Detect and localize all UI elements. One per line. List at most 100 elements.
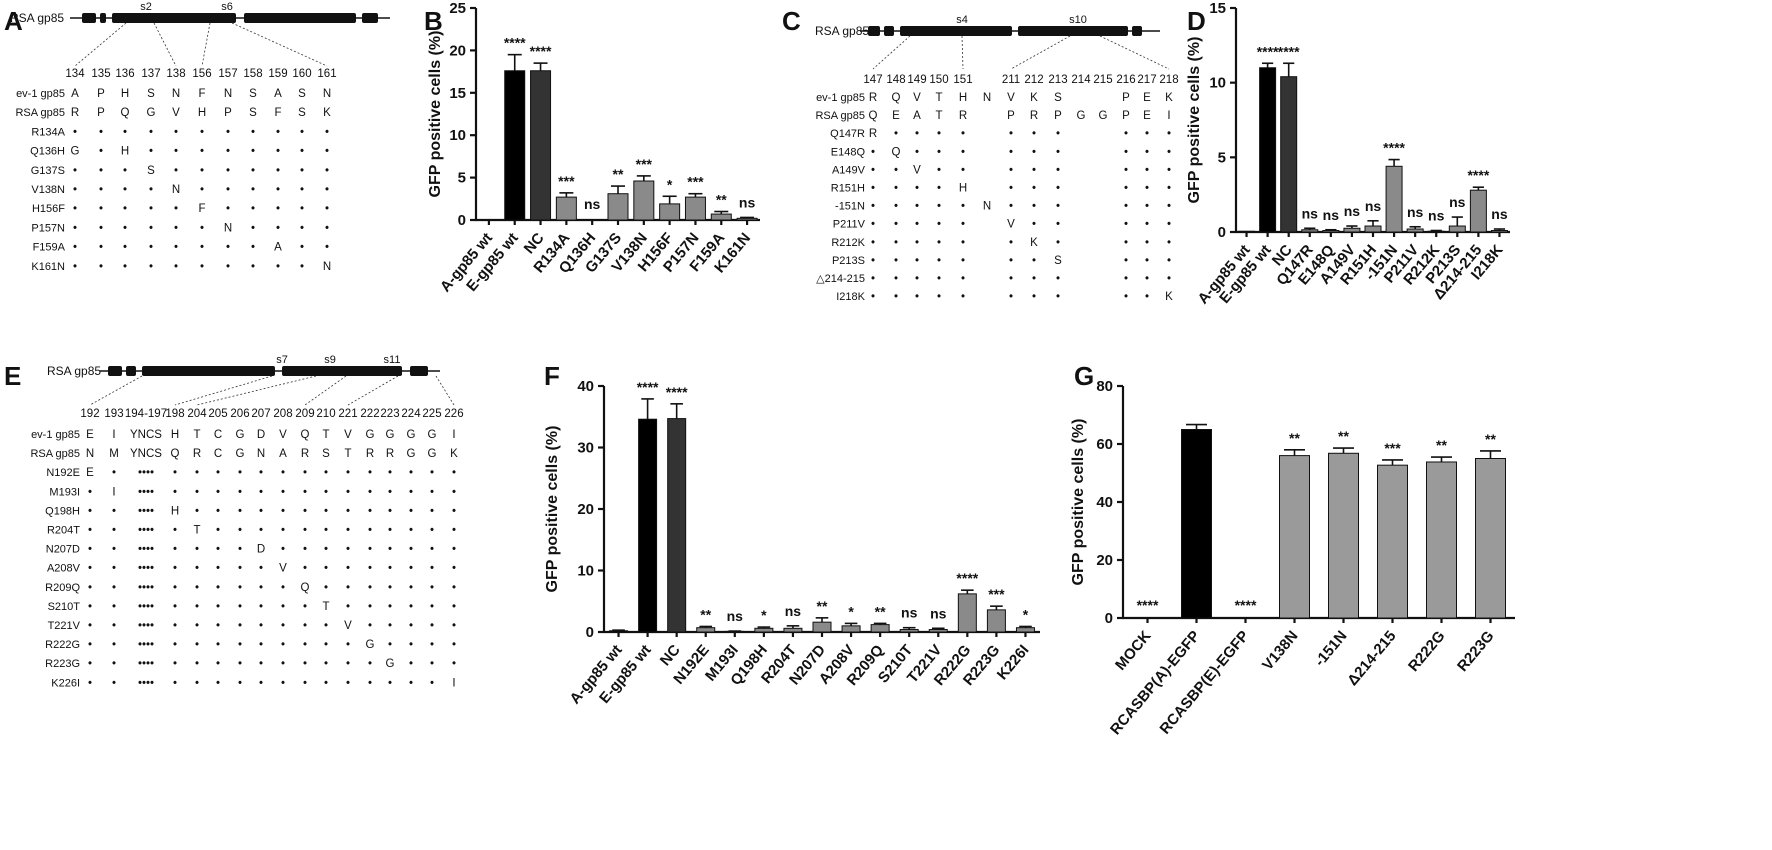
sequence-cell: ••••	[138, 601, 154, 613]
bar	[1448, 225, 1466, 233]
gene-exon-box	[244, 13, 356, 23]
sequence-cell: •	[1145, 237, 1149, 249]
sequence-cell: •	[1056, 273, 1060, 285]
bar	[736, 217, 758, 221]
sequence-cell: •	[238, 467, 242, 479]
sequence-row-label: Q147R	[830, 128, 865, 140]
sequence-cell: Q	[869, 110, 878, 122]
sequence-cell: N	[224, 88, 232, 100]
sequence-cell: N	[224, 222, 232, 234]
sequence-cell: •	[174, 165, 178, 177]
bar	[530, 70, 552, 221]
bar	[1377, 464, 1408, 619]
y-axis-title: GFP positive cells (%)	[544, 426, 561, 593]
sequence-cell: •	[388, 639, 392, 651]
sequence-cell: •	[452, 505, 456, 517]
sequence-cell: •	[259, 563, 263, 575]
sequence-cell: •	[276, 203, 280, 215]
sequence-row-label: Q198H	[45, 505, 80, 517]
zoom-guide-line	[89, 375, 143, 406]
gene-exon-box	[362, 13, 378, 23]
sequence-cell: H	[121, 146, 129, 158]
sequence-cell: •	[937, 128, 941, 140]
sequence-cell: •	[1124, 273, 1128, 285]
sequence-cell: •	[88, 658, 92, 670]
sequence-cell: •	[871, 219, 875, 231]
y-tick-label: 10	[1209, 75, 1226, 92]
significance-label: **	[1436, 437, 1447, 453]
sequence-cell: •	[937, 219, 941, 231]
sequence-cell: T	[935, 92, 942, 104]
sequence-cell: •	[281, 467, 285, 479]
sequence-cell: •	[409, 467, 413, 479]
sequence-cell: •	[961, 237, 965, 249]
residue-position: 218	[1159, 74, 1178, 86]
bar	[696, 627, 716, 633]
sequence-cell: •	[1009, 201, 1013, 213]
bar	[1301, 229, 1319, 233]
sequence-cell: •	[99, 203, 103, 215]
sequence-cell: •	[1009, 183, 1013, 195]
significance-label: ***	[988, 586, 1005, 602]
residue-position: 157	[218, 68, 237, 80]
y-tick-label: 0	[1105, 610, 1113, 627]
residue-position: 138	[166, 68, 185, 80]
residue-position: 214	[1071, 74, 1091, 86]
sequence-cell: •	[281, 505, 285, 517]
sequence-cell: •	[1167, 164, 1171, 176]
sequence-cell: G	[428, 448, 437, 460]
sequence-cell: •	[123, 222, 127, 234]
sequence-row-label: E148Q	[831, 146, 866, 158]
sequence-row-label: A208V	[47, 563, 81, 575]
gene-exon-box	[410, 366, 428, 376]
sequence-cell: E	[1143, 92, 1151, 104]
sequence-cell: •	[325, 184, 329, 196]
sequence-cell: •	[276, 184, 280, 196]
sequence-cell: YNCS	[130, 429, 162, 441]
sequence-cell: •	[276, 165, 280, 177]
sequence-cell: •	[1056, 291, 1060, 303]
sequence-cell: V	[913, 164, 921, 176]
bar	[1322, 230, 1340, 233]
sequence-cell: •	[251, 165, 255, 177]
sequence-cell: •	[149, 261, 153, 273]
sequence-cell: •	[1032, 219, 1036, 231]
sequence-cell: •	[195, 467, 199, 479]
sequence-cell: •	[226, 165, 230, 177]
residue-position: 225	[422, 408, 441, 420]
sequence-cell: •	[1009, 237, 1013, 249]
sequence-cell: •	[1124, 291, 1128, 303]
sequence-cell: I	[452, 429, 455, 441]
panel-letter-b: B	[424, 6, 443, 36]
sequence-cell: •	[1032, 201, 1036, 213]
y-axis-title: GFP positive cells (%)	[1070, 419, 1087, 586]
sequence-cell: •	[303, 620, 307, 632]
bar	[1259, 67, 1277, 233]
sequence-cell: •	[368, 544, 372, 556]
residue-position: 215	[1093, 74, 1112, 86]
sequence-cell: •	[195, 639, 199, 651]
zoom-guide-line	[201, 22, 211, 67]
bar	[899, 629, 919, 633]
sequence-cell: G	[1099, 110, 1108, 122]
residue-position: 221	[338, 408, 357, 420]
sequence-cell: •	[1167, 128, 1171, 140]
panel-letter-g: G	[1074, 361, 1094, 391]
sequence-cell: •	[1009, 128, 1013, 140]
gene-name-label: RSA gp85	[47, 364, 101, 378]
significance-label: ns	[930, 605, 947, 621]
sequence-cell: •	[324, 525, 328, 537]
sequence-cell: •	[300, 165, 304, 177]
sequence-cell: S	[249, 107, 257, 119]
bar	[1490, 230, 1508, 233]
residue-position: 159	[268, 68, 287, 80]
sequence-cell: •	[915, 201, 919, 213]
sequence-row-label: △214-215	[816, 273, 865, 285]
sequence-row-label: H156F	[32, 203, 65, 215]
sequence-row-label: R223G	[45, 658, 80, 670]
zoom-guide-line	[74, 22, 127, 67]
significance-label: ****	[1278, 43, 1300, 59]
residue-position: 147	[863, 74, 882, 86]
sequence-cell: •	[123, 165, 127, 177]
sequence-cell: •	[238, 486, 242, 498]
